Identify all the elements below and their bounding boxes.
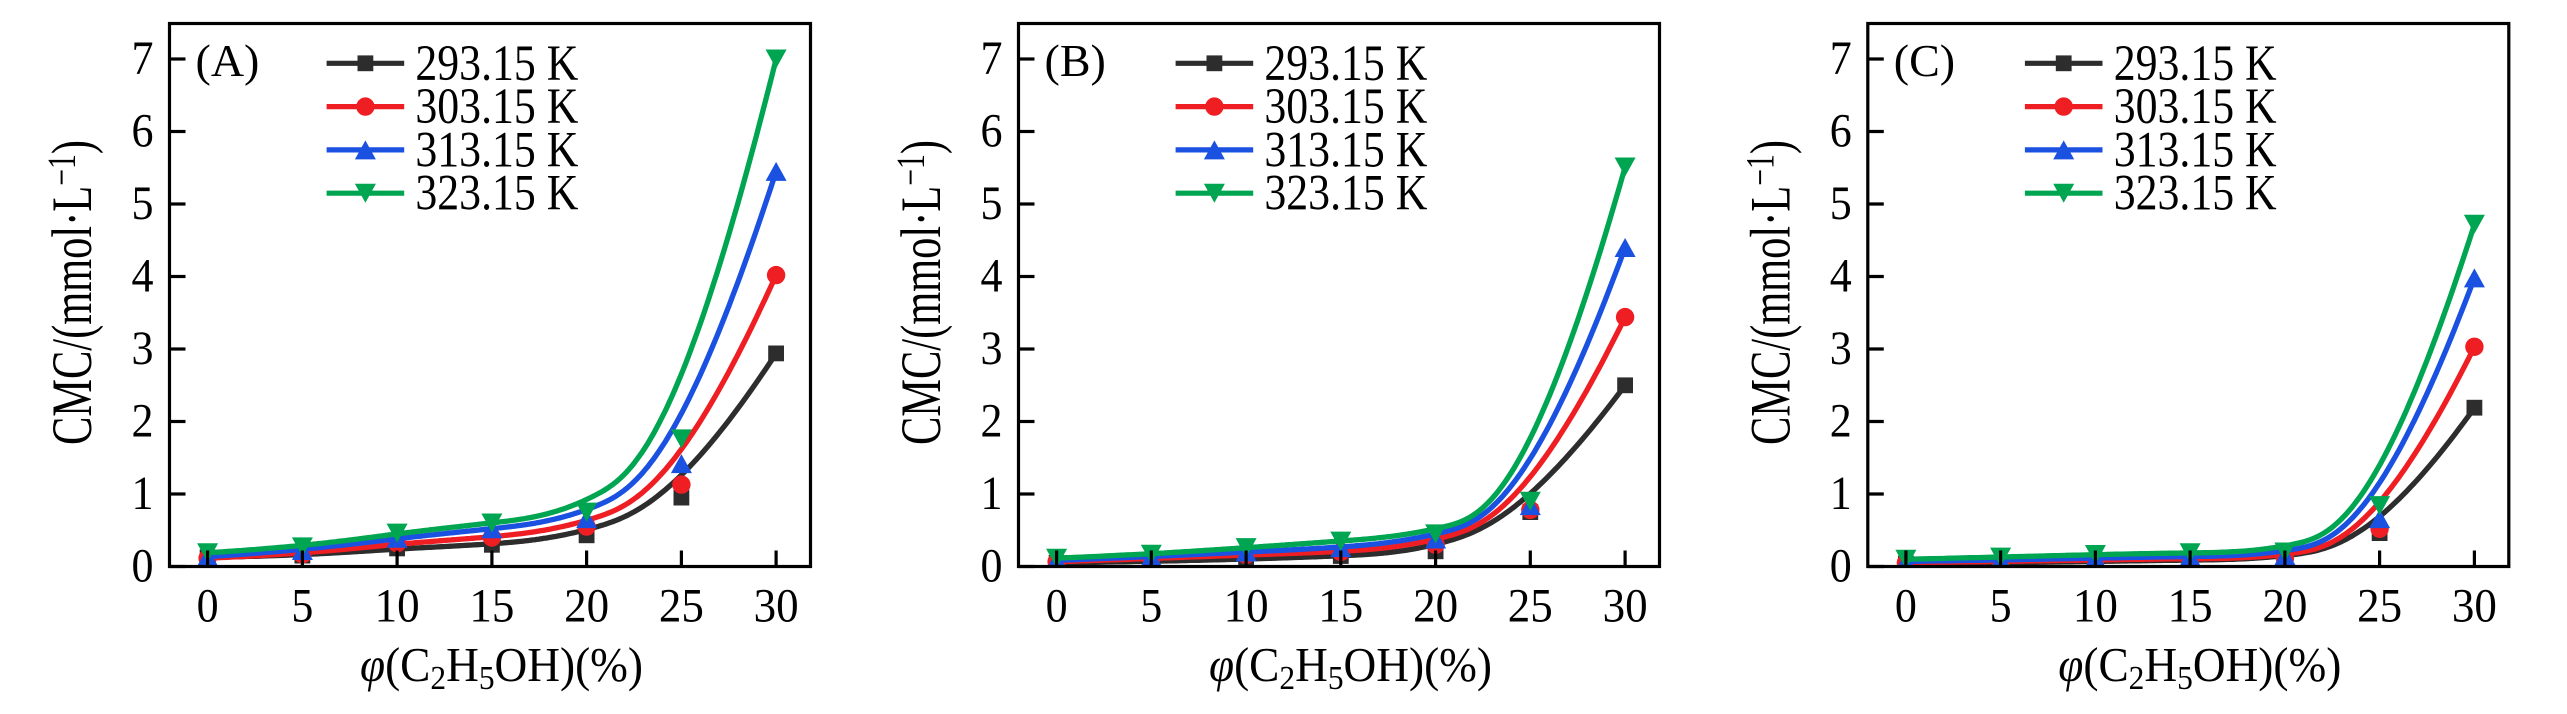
svg-text:1: 1 [1830, 467, 1852, 520]
svg-text:0: 0 [197, 580, 219, 633]
svg-text:25: 25 [1508, 580, 1553, 633]
svg-text:313.15 K: 313.15 K [415, 121, 578, 177]
svg-text:φ(C2H5OH)(%): φ(C2H5OH)(%) [1209, 637, 1492, 697]
svg-text:1: 1 [132, 467, 154, 520]
svg-text:4: 4 [981, 250, 1003, 303]
svg-text:0: 0 [981, 540, 1003, 593]
svg-text:303.15 K: 303.15 K [1264, 78, 1427, 134]
svg-text:3: 3 [132, 322, 154, 375]
svg-text:293.15 K: 293.15 K [2114, 35, 2277, 91]
svg-text:φ(C2H5OH)(%): φ(C2H5OH)(%) [2058, 637, 2341, 697]
svg-text:5: 5 [1140, 580, 1162, 633]
svg-text:(B): (B) [1045, 35, 1106, 86]
svg-text:6: 6 [132, 105, 154, 158]
svg-text:7: 7 [1830, 32, 1852, 85]
svg-text:5: 5 [132, 177, 154, 230]
svg-text:(C): (C) [1894, 35, 1955, 86]
svg-text:10: 10 [375, 580, 420, 633]
svg-text:φ(C2H5OH)(%): φ(C2H5OH)(%) [360, 637, 643, 697]
svg-text:(A): (A) [196, 35, 260, 86]
svg-text:10: 10 [2073, 580, 2118, 633]
svg-text:313.15 K: 313.15 K [1264, 121, 1427, 177]
svg-text:7: 7 [132, 32, 154, 85]
svg-text:5: 5 [291, 580, 313, 633]
svg-text:15: 15 [1318, 580, 1363, 633]
svg-text:2: 2 [1830, 395, 1852, 448]
svg-text:30: 30 [1603, 580, 1648, 633]
svg-text:313.15 K: 313.15 K [2114, 121, 2277, 177]
svg-text:1: 1 [981, 467, 1003, 520]
svg-text:303.15 K: 303.15 K [415, 78, 578, 134]
svg-text:20: 20 [1413, 580, 1458, 633]
svg-text:323.15 K: 323.15 K [415, 165, 578, 221]
svg-text:0: 0 [132, 540, 154, 593]
svg-text:323.15 K: 323.15 K [2114, 165, 2277, 221]
svg-text:30: 30 [2452, 580, 2497, 633]
svg-text:20: 20 [2262, 580, 2307, 633]
svg-text:293.15 K: 293.15 K [415, 35, 578, 91]
svg-text:3: 3 [1830, 322, 1852, 375]
svg-text:2: 2 [981, 395, 1003, 448]
svg-text:5: 5 [1830, 177, 1852, 230]
svg-text:4: 4 [1830, 250, 1852, 303]
svg-text:0: 0 [1830, 540, 1852, 593]
svg-text:20: 20 [564, 580, 609, 633]
svg-text:7: 7 [981, 32, 1003, 85]
svg-text:6: 6 [981, 105, 1003, 158]
svg-text:2: 2 [132, 395, 154, 448]
svg-text:323.15 K: 323.15 K [1264, 165, 1427, 221]
svg-text:293.15 K: 293.15 K [1264, 35, 1427, 91]
svg-text:303.15 K: 303.15 K [2114, 78, 2277, 134]
svg-text:25: 25 [2357, 580, 2402, 633]
svg-text:5: 5 [1990, 580, 2012, 633]
svg-text:0: 0 [1895, 580, 1917, 633]
svg-text:15: 15 [2168, 580, 2213, 633]
svg-text:15: 15 [469, 580, 514, 633]
svg-text:30: 30 [754, 580, 799, 633]
svg-text:CMC/(mmol·L−1): CMC/(mmol·L−1) [39, 140, 104, 445]
svg-text:5: 5 [981, 177, 1003, 230]
svg-text:4: 4 [132, 250, 154, 303]
svg-text:6: 6 [1830, 105, 1852, 158]
svg-text:25: 25 [659, 580, 704, 633]
svg-text:CMC/(mmol·L−1): CMC/(mmol·L−1) [888, 140, 953, 445]
svg-text:0: 0 [1046, 580, 1068, 633]
svg-text:CMC/(mmol·L−1): CMC/(mmol·L−1) [1737, 140, 1802, 445]
svg-text:10: 10 [1224, 580, 1269, 633]
svg-text:3: 3 [981, 322, 1003, 375]
